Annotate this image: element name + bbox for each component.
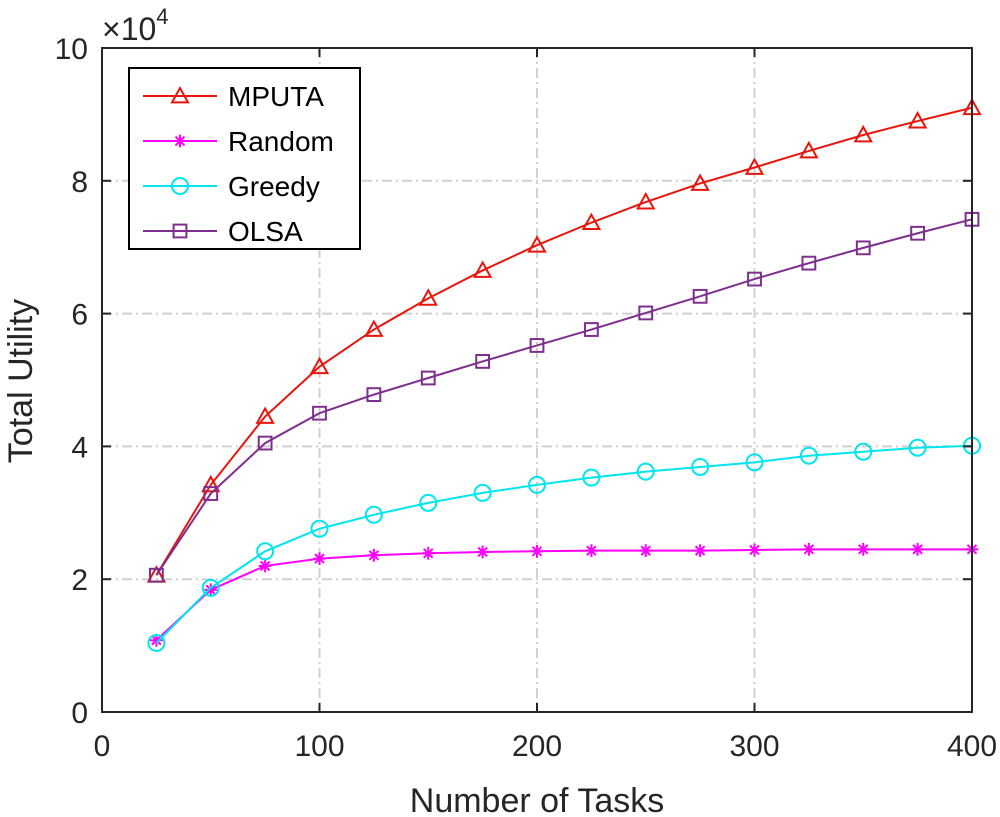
square-marker <box>638 305 654 321</box>
square-marker <box>257 435 273 451</box>
legend-item-random: Random <box>143 126 334 157</box>
y-tick-label: 4 <box>71 431 88 464</box>
square-marker <box>855 240 871 256</box>
circle-marker <box>147 633 166 652</box>
square-marker <box>148 567 164 583</box>
asterisk-marker <box>367 548 381 562</box>
circle-marker <box>528 475 546 494</box>
asterisk-marker <box>313 552 326 566</box>
triangle-marker <box>255 406 275 424</box>
circle-marker <box>171 177 189 195</box>
series-line <box>155 106 973 576</box>
y-tick-label: 2 <box>71 564 88 597</box>
legend-label: Greedy <box>228 171 320 202</box>
legend-box <box>128 67 361 250</box>
circle-marker <box>256 542 275 561</box>
triangle-marker <box>581 212 602 231</box>
triangle-marker <box>636 191 656 210</box>
legend: MPUTA Random Greedy OLSA <box>128 67 361 250</box>
triangle-marker <box>418 288 438 306</box>
circle-marker <box>310 519 329 538</box>
circle-marker <box>201 578 220 597</box>
legend-label: OLSA <box>228 216 303 247</box>
square-marker <box>203 486 219 501</box>
triangle-marker <box>201 474 221 493</box>
tick-labels: 0 100 200 300 400 0 2 4 6 8 10 <box>55 33 997 763</box>
x-tick-label: 400 <box>947 730 997 763</box>
circle-marker <box>636 462 655 481</box>
x-tick-label: 0 <box>94 730 111 763</box>
series-mputa <box>146 97 982 583</box>
y-multiplier-label: ×104 <box>102 4 169 47</box>
asterisk-marker <box>421 546 435 560</box>
triangle-marker <box>364 319 384 337</box>
square-marker <box>910 225 926 241</box>
y-tick-label: 8 <box>71 166 88 199</box>
square-marker <box>529 338 545 353</box>
square-marker <box>583 322 599 337</box>
legend-item-mputa: MPUTA <box>143 81 324 112</box>
series-line <box>155 548 972 642</box>
axis-ticks <box>101 47 973 713</box>
square-marker <box>172 223 188 239</box>
asterisk-marker <box>204 583 218 597</box>
asterisk-marker <box>693 544 707 558</box>
circle-marker <box>582 468 601 487</box>
x-tick-label: 300 <box>729 730 779 763</box>
asterisk-marker <box>802 542 816 556</box>
y-tick-label: 0 <box>71 697 88 730</box>
square-marker <box>747 271 762 287</box>
x-tick-label: 200 <box>512 730 562 763</box>
asterisk-marker <box>748 543 761 557</box>
y-tick-label: 10 <box>55 33 88 66</box>
triangle-marker <box>799 140 819 159</box>
circle-marker <box>745 453 764 472</box>
x-axis-label: Number of Tasks <box>410 782 664 817</box>
legend-label: MPUTA <box>228 81 324 112</box>
triangle-marker <box>690 173 710 191</box>
asterisk-marker <box>258 559 272 573</box>
legend-item-olsa: OLSA <box>143 216 303 247</box>
asterisk-marker <box>530 544 544 558</box>
square-marker <box>312 405 327 421</box>
circle-marker <box>691 457 710 476</box>
y-tick-label: 6 <box>71 299 88 332</box>
circle-marker <box>854 442 873 461</box>
circle-marker <box>799 446 818 465</box>
series-layer <box>146 97 982 652</box>
series-line <box>155 444 973 644</box>
circle-marker <box>364 505 383 524</box>
triangle-marker <box>853 124 873 143</box>
series-greedy <box>147 436 981 652</box>
asterisk-marker <box>911 542 925 556</box>
series-random <box>149 542 979 647</box>
asterisk-marker <box>639 544 653 558</box>
triangle-marker <box>472 260 493 278</box>
triangle-marker <box>907 110 928 129</box>
triangle-marker <box>527 235 547 253</box>
legend-label: Random <box>228 126 334 157</box>
asterisk-marker <box>856 542 870 556</box>
y-axis-label: Total Utility <box>2 299 40 463</box>
triangle-marker <box>309 356 330 375</box>
asterisk-marker <box>149 633 163 647</box>
circle-marker <box>473 483 492 502</box>
square-marker <box>366 387 382 403</box>
circle-marker <box>419 493 438 512</box>
legend-item-greedy: Greedy <box>143 171 320 202</box>
triangle-marker <box>170 85 190 104</box>
triangle-marker <box>744 157 765 175</box>
asterisk-marker <box>476 545 490 559</box>
square-marker <box>475 354 491 369</box>
square-marker <box>420 370 436 386</box>
series-line <box>155 218 973 576</box>
asterisk-marker <box>584 544 598 558</box>
x-tick-label: 100 <box>294 730 344 763</box>
asterisk-marker <box>173 134 187 148</box>
square-marker <box>801 255 817 271</box>
square-marker <box>692 288 708 304</box>
series-olsa <box>148 211 980 583</box>
circle-marker <box>908 438 927 457</box>
